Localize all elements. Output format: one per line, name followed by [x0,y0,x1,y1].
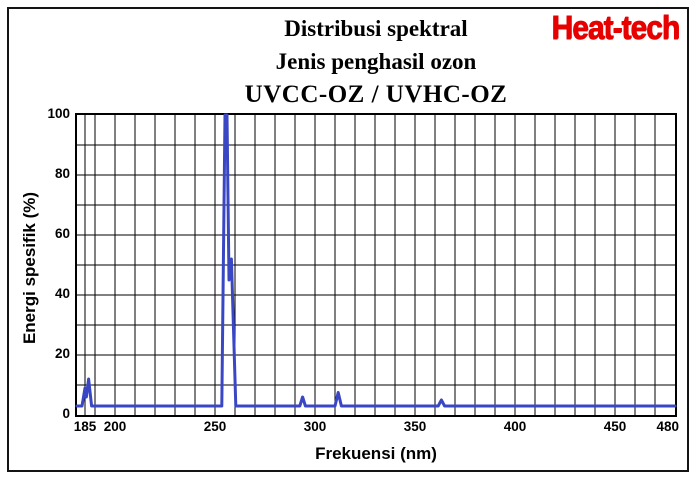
x-tick-label: 300 [303,419,327,434]
plot-area [75,113,677,417]
chart-title-line3: UVCC-OZ / UVHC-OZ [244,81,508,108]
chart-title-line2: Jenis penghasil ozon [275,49,477,74]
y-tick-label: 60 [54,226,70,241]
figure-border [7,7,689,472]
gridlines-group [77,115,675,415]
y-axis-title: Energi spesifik (%) [20,191,39,345]
title-block: Distribusi spektral Jenis penghasil ozon… [77,12,675,111]
heat-tech-logo: Heat-tech [551,10,680,47]
x-tick-label: 450 [603,419,627,434]
y-tick-label: 0 [62,406,70,421]
x-tick-label: 185 [73,419,97,434]
y-tick-label: 100 [47,106,70,121]
spectrum-line [75,113,677,408]
x-tick-label: 250 [203,419,227,434]
x-tick-label: 400 [503,419,527,434]
x-tick-label: 350 [403,419,427,434]
chart-title-line1: Distribusi spektral [284,16,468,41]
y-tick-label: 80 [54,166,70,181]
x-tick-label: 480 [656,419,680,434]
x-tick-label: 200 [103,419,127,434]
x-axis-title: Frekuensi (nm) [315,444,437,463]
y-tick-label: 40 [54,286,70,301]
spectral-chart [75,113,677,415]
y-tick-label: 20 [54,346,70,361]
